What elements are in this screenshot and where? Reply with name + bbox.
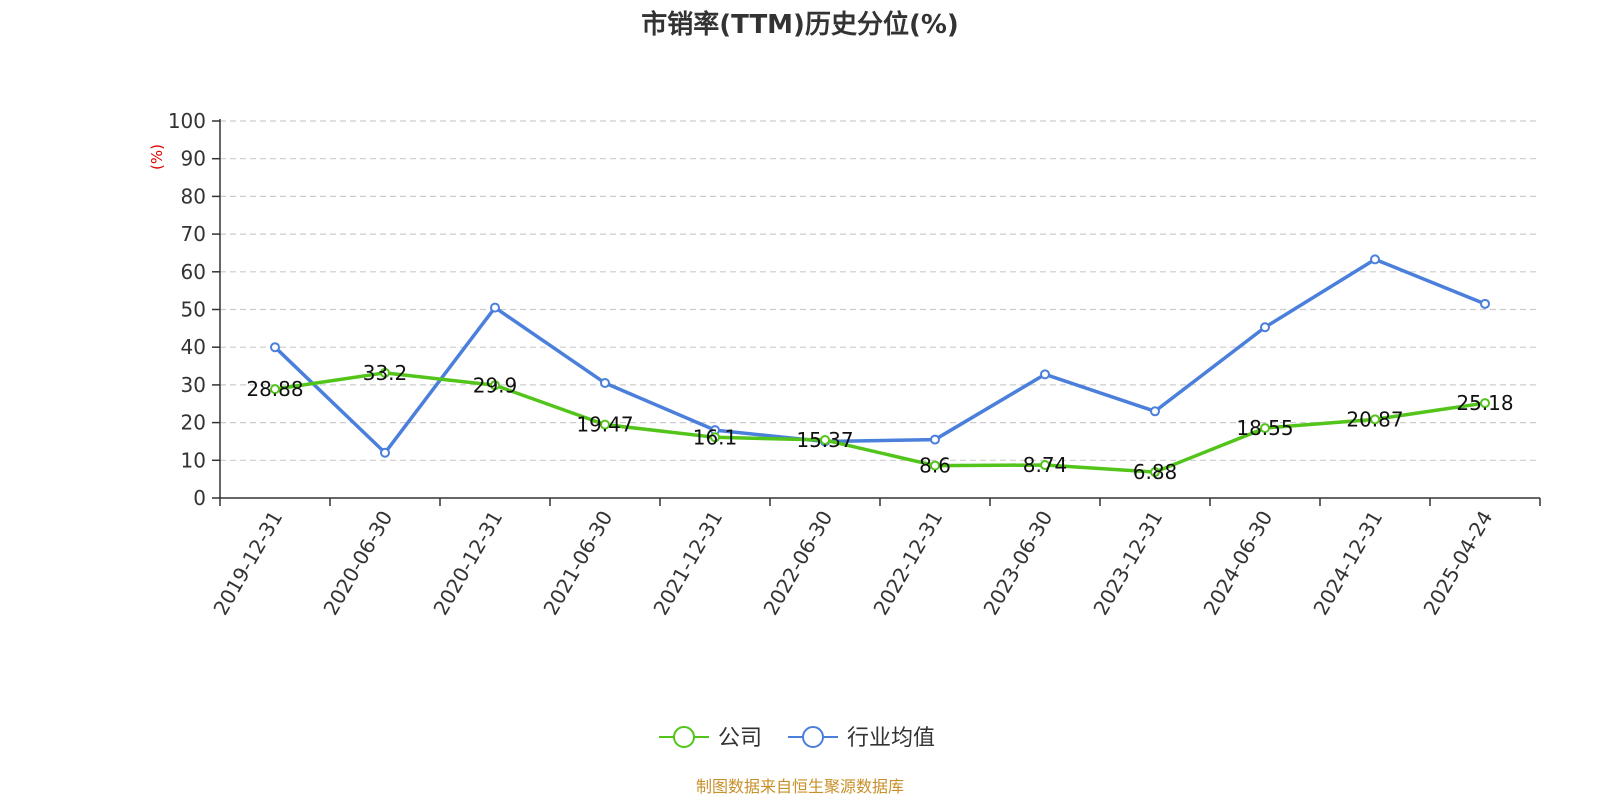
company-point: [930, 460, 940, 471]
legend-item-industry-average[interactable]: 行业均值: [788, 726, 935, 751]
y-tick-label: 80: [181, 184, 206, 208]
industry-average-line: [273, 257, 1486, 455]
x-tick-label: 2024-12-31: [1308, 507, 1387, 620]
y-tick-label: 20: [181, 411, 206, 435]
legend-industry-label: 行业均值: [847, 726, 935, 751]
industry-average-point: [1480, 298, 1490, 309]
company-point: [380, 367, 390, 378]
company-data-label: 19.47: [576, 413, 633, 437]
x-tick-label: 2019-12-31: [208, 507, 287, 620]
x-tick-label: 2020-12-31: [428, 507, 507, 620]
y-tick-label: 90: [181, 147, 206, 171]
company-point: [600, 419, 610, 430]
company-point: [490, 380, 500, 391]
company-data-label: 33.2: [363, 361, 408, 385]
y-tick-label: 100: [168, 109, 206, 133]
industry-average-point: [1040, 369, 1050, 380]
company-data-label: 8.74: [1023, 453, 1068, 477]
company-data-label: 6.88: [1133, 460, 1178, 484]
y-axis-label: (%): [148, 144, 166, 170]
x-tick-label: 2025-04-24: [1418, 507, 1497, 620]
y-tick-label: 60: [181, 260, 206, 284]
industry-average-point: [600, 378, 610, 389]
x-tick-label: 2023-12-31: [1088, 507, 1167, 620]
x-tick-label: 2024-06-30: [1198, 507, 1277, 620]
company-point: [1150, 467, 1160, 478]
company-point: [1370, 414, 1380, 425]
company-data-label: 18.55: [1236, 416, 1293, 440]
gridlines: [220, 120, 1540, 461]
industry-average-point: [380, 447, 390, 458]
legend-company-label: 公司: [718, 726, 762, 751]
company-data-label: 8.6: [919, 454, 951, 478]
company-data-label: 15.37: [796, 428, 853, 452]
company-data-label: 29.9: [473, 373, 518, 397]
y-tick-label: 50: [181, 298, 206, 322]
industry-average-point: [270, 342, 280, 353]
company-point: [270, 384, 280, 395]
y-tick-label: 70: [181, 222, 206, 246]
company-point: [1040, 460, 1050, 471]
chart-title: 市销率(TTM)历史分位(%): [641, 9, 959, 40]
legend-industry-marker-icon: [802, 726, 824, 748]
industry-average-point: [1370, 254, 1380, 265]
x-tick-label: 2023-06-30: [978, 507, 1057, 620]
x-tick-label: 2022-06-30: [758, 507, 837, 620]
source-note: 制图数据来自恒生聚源数据库: [696, 777, 904, 796]
y-tick-label: 0: [193, 486, 206, 510]
company-point: [1480, 398, 1490, 409]
x-tick-label: 2020-06-30: [318, 507, 397, 620]
series-layer: [270, 254, 1490, 478]
company-point: [1260, 423, 1270, 434]
company-point: [710, 432, 720, 443]
data-labels: 28.88 33.2 29.9 19.47 16.1 15.37 8.6 8.74 6.88 18…: [246, 361, 1513, 484]
x-tick-label: 2022-12-31: [868, 507, 947, 620]
company-data-label: 20.87: [1346, 407, 1403, 431]
company-data-label: 25.18: [1456, 391, 1513, 415]
legend: 公司 行业均值: [659, 726, 935, 751]
industry-average-point: [930, 434, 940, 445]
company-point: [820, 435, 830, 446]
company-line: [274, 371, 1486, 474]
company-data-label: 28.88: [246, 377, 303, 401]
y-tick-label: 40: [181, 335, 206, 359]
legend-company-marker-icon: [673, 726, 695, 748]
industry-average-point: [1150, 406, 1160, 417]
industry-average-point: [490, 302, 500, 313]
x-tick-label: 2021-12-31: [648, 507, 727, 620]
industry-average-point: [1260, 322, 1270, 333]
x-tick-label: 2021-06-30: [538, 507, 617, 620]
y-tick-label: 10: [181, 448, 206, 472]
company-data-label: 16.1: [693, 425, 738, 449]
y-tick-label: 30: [181, 373, 206, 397]
legend-item-company[interactable]: 公司: [659, 726, 762, 751]
